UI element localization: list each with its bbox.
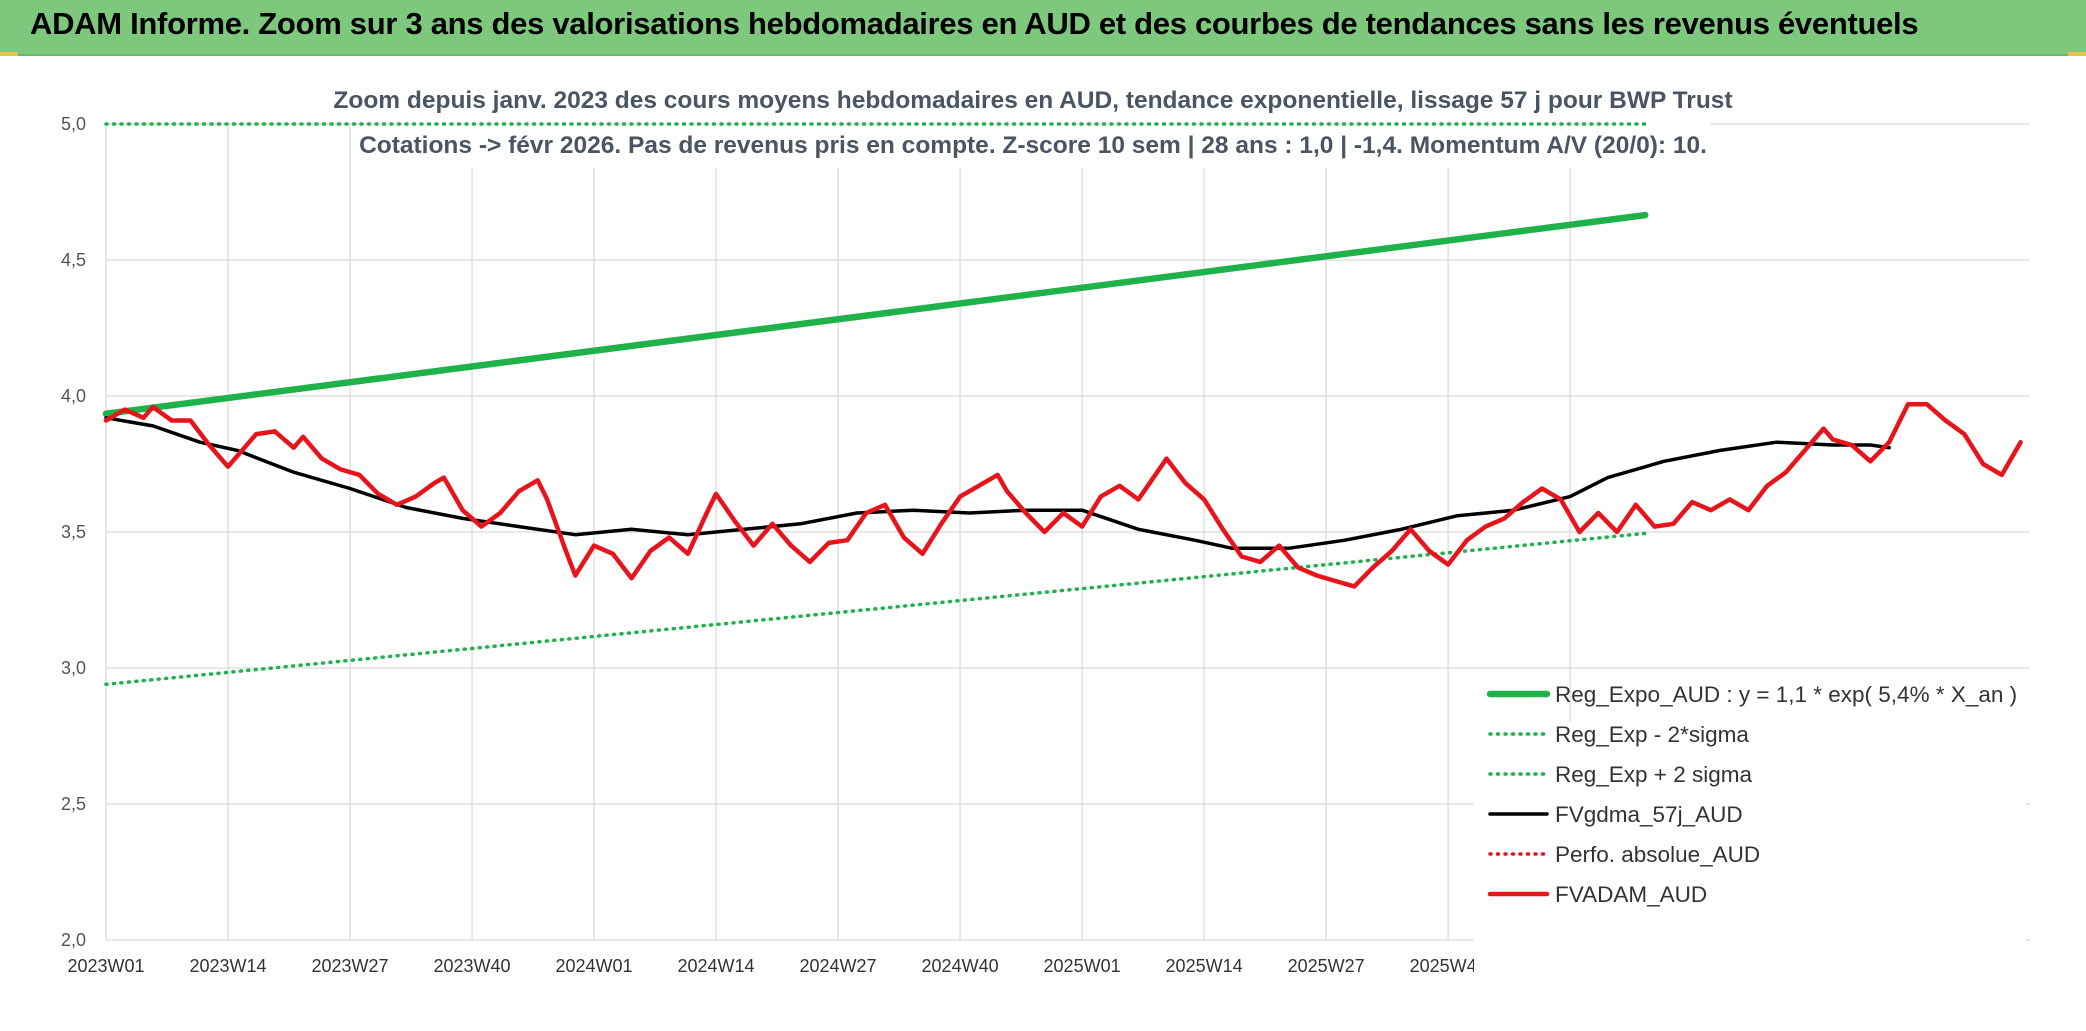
legend-label: FVgdma_57j_AUD	[1555, 802, 1743, 827]
y-tick-label: 4,0	[61, 386, 86, 406]
y-tick-label: 3,5	[61, 522, 86, 542]
x-tick-label: 2023W01	[67, 956, 144, 976]
x-tick-label: 2025W01	[1044, 956, 1121, 976]
line-chart: 2,02,53,03,54,04,55,0 2023W01 2023W14 2023…	[0, 56, 2086, 1031]
x-tick-label: 2023W40	[433, 956, 510, 976]
x-tick-label: 2025W14	[1166, 956, 1243, 976]
x-tick-label: 2023W14	[189, 956, 266, 976]
series-line	[102, 211, 1649, 417]
title-background	[360, 86, 1710, 168]
y-tick-label: 2,0	[61, 930, 86, 950]
legend-label: Perfo. absolue_AUD	[1555, 842, 1760, 867]
report-title: ADAM Informe. Zoom sur 3 ans des valoris…	[30, 6, 1919, 41]
corner-mark-right	[2068, 52, 2086, 56]
legend-label: Reg_Exp - 2*sigma	[1555, 722, 1749, 747]
y-tick-label: 3,0	[61, 658, 86, 678]
x-tick-label: 2024W14	[678, 956, 755, 976]
x-axis-tick-labels: 2023W01 2023W14 2023W27 2023W40 2024W01 2024W…	[67, 956, 1608, 976]
chart-title: Zoom depuis janv. 2023 des cours moyens …	[333, 87, 1732, 114]
x-tick-label: 2025W27	[1288, 956, 1365, 976]
corner-mark-left	[0, 52, 18, 56]
x-tick-label: 2025W40	[1410, 956, 1487, 976]
legend-label: Reg_Expo_AUD : y = 1,1 * exp( 5,4% * X_a…	[1555, 682, 2017, 707]
legend-label: FVADAM_AUD	[1555, 882, 1707, 907]
report-banner: ADAM Informe. Zoom sur 3 ans des valoris…	[0, 0, 2086, 56]
y-tick-label: 5,0	[61, 114, 86, 134]
chart-subtitle: Cotations -> févr 2026. Pas de revenus p…	[359, 132, 1707, 159]
legend-label: Reg_Exp + 2 sigma	[1555, 762, 1752, 787]
x-tick-label: 2023W27	[311, 956, 388, 976]
series-lines	[102, 122, 2023, 687]
series-line	[103, 401, 2023, 589]
x-tick-label: 2024W01	[556, 956, 633, 976]
legend-background	[1474, 722, 2026, 980]
y-tick-label: 2,5	[61, 794, 86, 814]
series-line	[104, 531, 1647, 687]
x-tick-label: 2024W27	[800, 956, 877, 976]
x-tick-label: 2024W40	[922, 956, 999, 976]
legend: Reg_Expo_AUD : y = 1,1 * exp( 5,4% * X_a…	[1474, 682, 2026, 980]
y-axis-tick-labels: 2,0 2,5 3,0 3,5 4,0 4,5 5,0	[61, 114, 86, 950]
y-tick-label: 4,5	[61, 250, 86, 270]
